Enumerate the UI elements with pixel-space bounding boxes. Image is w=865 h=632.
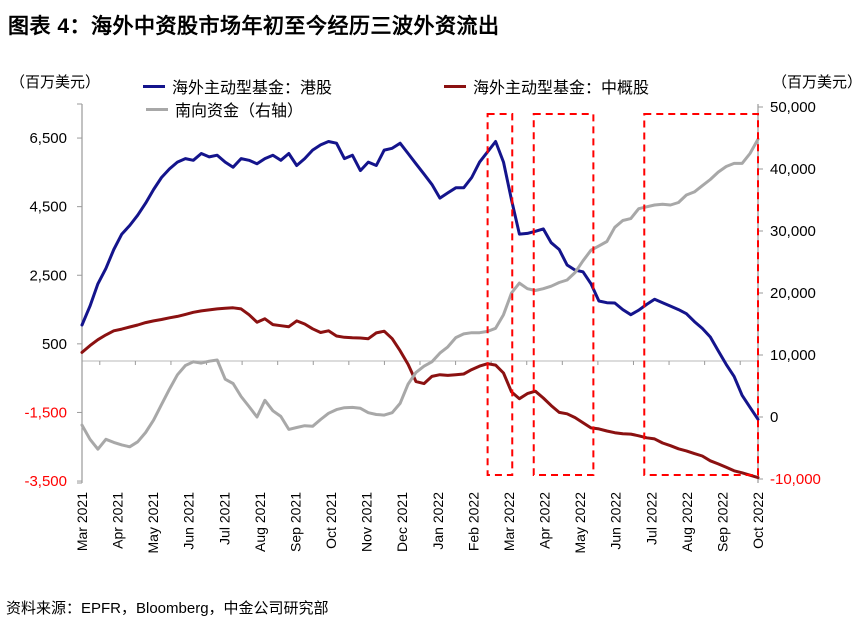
legend-label-adr: 海外主动型基金：中概股: [473, 80, 650, 97]
left-axis-tick-label: 4,500: [29, 199, 67, 216]
right-axis-tick-label: -10,000: [770, 471, 821, 488]
x-axis-month-label: Feb 2022: [465, 492, 481, 551]
series-adr-line: [80, 306, 760, 480]
x-axis-month-label: May 2021: [145, 492, 161, 554]
right-axis-tick-label: 40,000: [770, 161, 816, 178]
hk-line-swatch: [143, 84, 165, 88]
x-axis-month-label: Jun 2022: [608, 492, 624, 550]
legend-label-hk: 海外主动型基金：港股: [172, 80, 333, 97]
x-axis-month-label: Oct 2022: [750, 492, 766, 549]
right-axis-tick-label: 20,000: [770, 285, 816, 302]
left-axis-tick-label: 500: [42, 336, 67, 353]
legend-item-hk: 海外主动型基金：港股: [143, 74, 332, 98]
x-axis-month-label: Aug 2022: [679, 492, 695, 552]
x-axis-month-label: Jun 2021: [181, 492, 197, 550]
southbound-line-swatch: [146, 107, 168, 111]
x-axis-month-label: Apr 2021: [110, 492, 126, 549]
series-hk-line: [80, 140, 760, 421]
x-axis-month-label: Mar 2022: [501, 492, 517, 551]
outflow-wave-box-2: [532, 113, 595, 476]
legend-item-adr: 海外主动型基金：中概股: [444, 74, 649, 98]
series-southbound-line: [80, 137, 760, 451]
page-title: 图表 4：海外中资股市场年初至今经历三波外资流出: [8, 15, 500, 38]
adr-line-swatch: [444, 84, 466, 88]
x-axis-month-label: May 2022: [572, 492, 588, 554]
left-axis-tick-label: 2,500: [29, 267, 67, 284]
right-axis-tick-label: 0: [770, 409, 778, 426]
x-axis-month-label: Jul 2022: [643, 492, 659, 545]
outflow-wave-box-3: [643, 113, 760, 476]
x-axis-month-label: Aug 2021: [252, 492, 268, 552]
x-axis-month-label: Sep 2022: [714, 492, 730, 552]
right-axis-tick-label: 10,000: [770, 347, 816, 364]
right-axis-tick-label: 30,000: [770, 223, 816, 240]
right-axis-unit: （百万美元）: [771, 74, 862, 91]
x-axis-month-label: Nov 2021: [359, 492, 375, 552]
x-axis-month-label: Dec 2021: [394, 492, 410, 552]
left-axis-tick-label: 6,500: [29, 130, 67, 147]
outflow-wave-box-1: [486, 113, 514, 476]
legend-label-southbound: 南向资金（右轴）: [175, 103, 304, 120]
x-axis-month-label: Jan 2022: [430, 492, 446, 550]
left-axis-tick-label: -3,500: [24, 473, 67, 490]
left-axis-unit: （百万美元）: [10, 74, 101, 91]
right-axis-tick-label: 50,000: [770, 99, 816, 116]
x-axis-month-label: Jul 2021: [216, 492, 232, 545]
x-axis-month-label: Mar 2021: [74, 492, 90, 551]
legend-item-southbound: 南向资金（右轴）: [146, 97, 303, 121]
x-axis-month-label: Sep 2021: [287, 492, 303, 552]
x-axis-month-label: Oct 2021: [323, 492, 339, 549]
left-axis-tick-label: -1,500: [24, 404, 67, 421]
source-note: 资料来源：EPFR，Bloomberg，中金公司研究部: [6, 600, 329, 617]
x-axis-month-label: Apr 2022: [537, 492, 553, 549]
